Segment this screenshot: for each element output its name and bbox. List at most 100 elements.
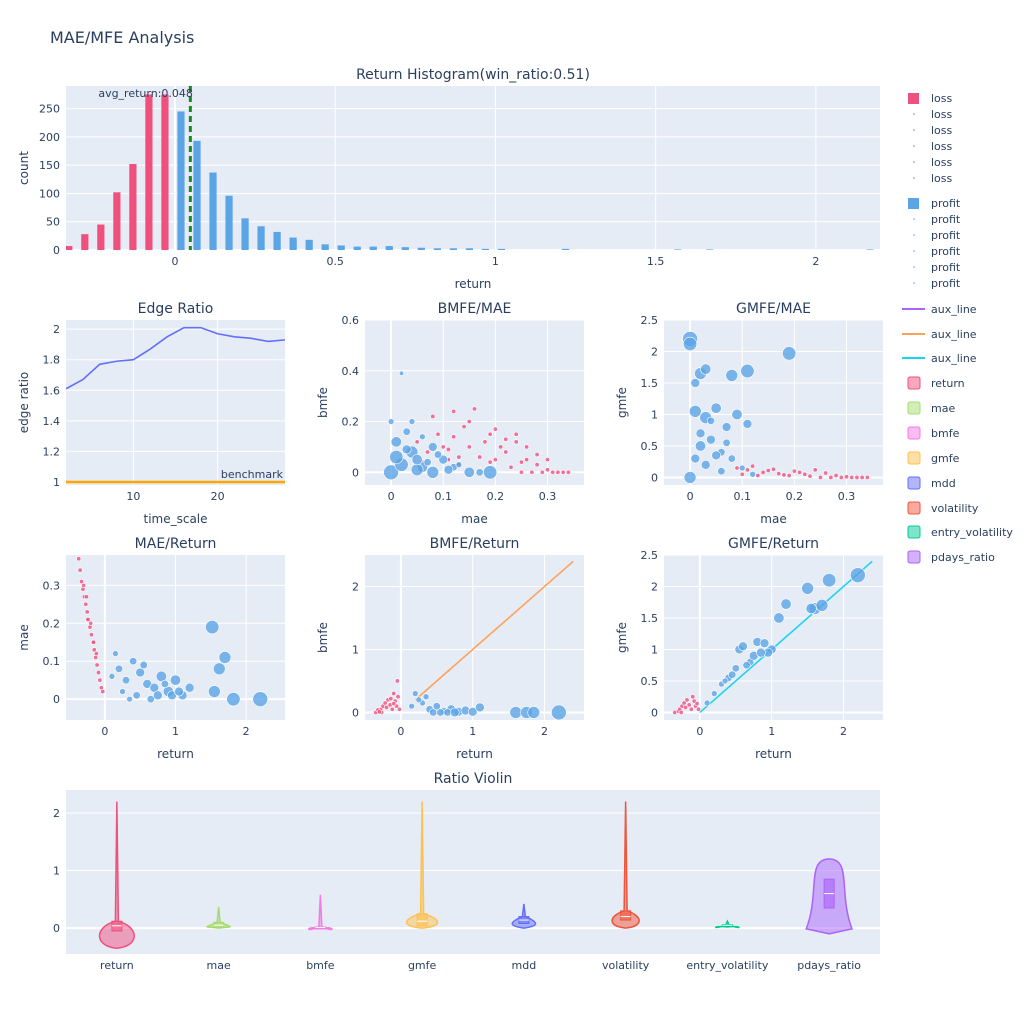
legend-item-loss[interactable]: loss bbox=[908, 92, 953, 105]
gmfe_return-point-profit bbox=[756, 647, 766, 658]
bmfe_mae-point-loss bbox=[503, 436, 509, 442]
mae_return-point-profit bbox=[153, 690, 163, 701]
bmfe_mae-point-loss bbox=[555, 469, 561, 475]
mae_return-point-profit bbox=[146, 695, 155, 704]
legend-item-loss[interactable]: loss bbox=[913, 108, 953, 121]
legend-item-volatility[interactable]: volatility bbox=[907, 501, 979, 515]
hist-xtick-label: 2 bbox=[812, 255, 819, 268]
legend-item-aux_line[interactable]: aux_line bbox=[902, 328, 977, 341]
legend-item-profit[interactable]: profit bbox=[913, 261, 961, 274]
bmfe_return-xtick-label: 0 bbox=[397, 725, 404, 738]
mae_return-point-loss bbox=[83, 594, 89, 600]
gmfe_return-point-profit bbox=[759, 638, 770, 648]
hist-bar-profit bbox=[449, 248, 457, 250]
bmfe_mae-point-loss bbox=[565, 469, 571, 475]
hist-bar-profit bbox=[401, 247, 409, 250]
bmfe_mae-point-profit bbox=[483, 465, 498, 480]
violin-mdd bbox=[511, 903, 537, 929]
legend-swatch bbox=[908, 93, 919, 104]
hist-bar-loss bbox=[81, 234, 89, 250]
legend-item-return[interactable]: return bbox=[907, 376, 965, 390]
violin-gmfe bbox=[405, 801, 439, 929]
gmfe_mae-title: GMFE/MAE bbox=[736, 301, 811, 317]
mae_return-xlabel: return bbox=[157, 747, 194, 761]
hist-bar-profit bbox=[321, 244, 329, 250]
legend[interactable]: loss loss loss loss loss loss profit profit prof… bbox=[902, 92, 1013, 564]
hist-xtick-label: 0.5 bbox=[326, 255, 344, 268]
gmfe_mae-ylabel: gmfe bbox=[615, 387, 629, 418]
hist-ytick-label: 150 bbox=[39, 159, 60, 172]
legend-item-pdays_ratio[interactable]: pdays_ratio bbox=[907, 550, 995, 564]
legend-item-aux_line[interactable]: aux_line bbox=[902, 303, 977, 316]
bmfe_mae-point-loss bbox=[544, 467, 550, 473]
violin-ytick-label: 2 bbox=[53, 807, 60, 820]
legend-label: aux_line bbox=[931, 303, 977, 316]
bmfe_return-point-loss bbox=[395, 694, 401, 700]
bmfe_return-point-loss bbox=[384, 704, 390, 710]
legend-item-loss[interactable]: loss bbox=[913, 172, 953, 185]
legend-item-profit[interactable]: profit bbox=[913, 245, 961, 258]
mae_return-point-loss bbox=[77, 567, 83, 573]
legend-swatch bbox=[913, 161, 915, 163]
legend-item-mae[interactable]: mae bbox=[907, 401, 955, 415]
mae_return-point-loss bbox=[85, 616, 91, 622]
hist-bar-profit bbox=[385, 246, 393, 250]
legend-label: bmfe bbox=[931, 427, 960, 440]
gmfe_return-point-loss bbox=[690, 694, 696, 700]
gmfe_mae-point-loss bbox=[817, 474, 823, 480]
mae_return-point-loss bbox=[88, 632, 94, 638]
legend-label: volatility bbox=[931, 502, 979, 515]
gmfe_mae-xtick-label: 0.1 bbox=[733, 490, 751, 503]
legend-swatch bbox=[907, 426, 921, 440]
hist-bar-profit bbox=[481, 248, 490, 250]
hist-bar-loss bbox=[66, 246, 73, 250]
edge-xlabel: time_scale bbox=[143, 512, 207, 526]
legend-item-profit[interactable]: profit bbox=[913, 213, 961, 226]
violin-category-label: gmfe bbox=[408, 959, 437, 972]
gmfe_return-xlabel: return bbox=[755, 747, 792, 761]
legend-item-profit[interactable]: profit bbox=[908, 197, 961, 210]
legend-item-loss[interactable]: loss bbox=[913, 156, 953, 169]
legend-label: profit bbox=[931, 277, 961, 290]
bmfe_return-point-profit bbox=[432, 702, 441, 711]
gmfe_mae-point-profit bbox=[721, 422, 732, 432]
bmfe_return-point-profit bbox=[551, 704, 567, 720]
gmfe_mae-point-loss bbox=[843, 474, 849, 480]
hist-bar-loss bbox=[161, 94, 169, 250]
bmfe_mae-point-loss bbox=[466, 444, 472, 450]
mae_return-point-profit bbox=[135, 667, 145, 678]
edge-ylabel: edge ratio bbox=[17, 372, 31, 433]
gmfe_mae-point-loss bbox=[776, 471, 782, 477]
gmfe_mae-point-profit bbox=[717, 467, 726, 476]
edge-ytick-label: 2 bbox=[53, 323, 60, 336]
legend-label: entry_volatility bbox=[931, 526, 1013, 539]
legend-item-profit[interactable]: profit bbox=[913, 277, 961, 290]
gmfe_mae-point-loss bbox=[828, 474, 834, 480]
legend-item-mdd[interactable]: mdd bbox=[907, 476, 956, 490]
legend-item-bmfe[interactable]: bmfe bbox=[907, 426, 960, 440]
legend-label: profit bbox=[931, 245, 961, 258]
legend-item-gmfe[interactable]: gmfe bbox=[907, 451, 960, 465]
gmfe_mae-point-loss bbox=[765, 468, 771, 474]
mae_return-xtick-label: 0 bbox=[101, 725, 108, 738]
legend-item-loss[interactable]: loss bbox=[913, 124, 953, 137]
legend-item-profit[interactable]: profit bbox=[913, 229, 961, 242]
legend-item-entry_volatility[interactable]: entry_volatility bbox=[907, 525, 1013, 539]
gmfe_mae-point-profit bbox=[749, 470, 756, 478]
mae_return-point-profit bbox=[174, 686, 184, 697]
bmfe_return-point-loss bbox=[388, 696, 394, 702]
legend-item-loss[interactable]: loss bbox=[913, 140, 953, 153]
bmfe_mae-point-loss bbox=[440, 444, 446, 450]
legend-item-aux_line[interactable]: aux_line bbox=[902, 352, 977, 365]
edge-plot-area bbox=[66, 320, 285, 485]
bmfe_mae-point-profit bbox=[383, 464, 399, 481]
gmfe_return-point-profit bbox=[773, 612, 785, 624]
mae_return-point-profit bbox=[155, 670, 167, 682]
gmfe_return-point-profit bbox=[703, 699, 711, 707]
bmfe_mae-point-loss bbox=[550, 469, 556, 475]
legend-swatch bbox=[913, 266, 915, 268]
mae_return-point-profit bbox=[129, 657, 138, 666]
avg-return-label: avg_return:0.048 bbox=[98, 87, 193, 100]
violin-box-gmfe bbox=[416, 913, 428, 927]
bmfe_mae-point-loss bbox=[524, 444, 530, 450]
